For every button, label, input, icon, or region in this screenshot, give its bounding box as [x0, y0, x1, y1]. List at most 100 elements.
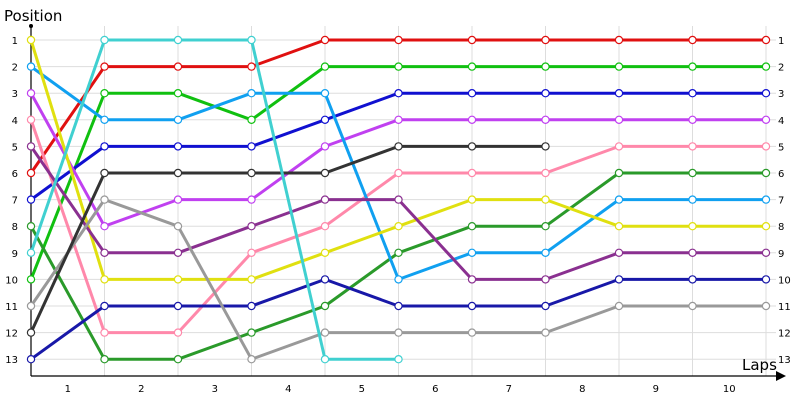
- data-point: [394, 328, 403, 337]
- data-point: [26, 88, 36, 98]
- data-point: [394, 62, 403, 71]
- series-5: [26, 115, 771, 337]
- data-point: [541, 221, 550, 231]
- data-point: [467, 301, 477, 311]
- series-2: [26, 62, 771, 284]
- data-point: [247, 35, 256, 45]
- right-position-label: 10: [778, 275, 791, 286]
- data-point: [541, 88, 550, 98]
- data-point: [761, 35, 771, 45]
- y-tick-label: 10: [5, 275, 18, 286]
- x-tick-labels: 1 2 3 4 5 6 7 8 9 10: [65, 384, 736, 395]
- data-point: [614, 62, 624, 71]
- data-point: [614, 221, 624, 231]
- y-tick-label: 4: [12, 116, 18, 127]
- right-position-label: 11: [778, 302, 791, 313]
- data-point: [247, 248, 256, 257]
- x-tick-label: 9: [653, 384, 659, 395]
- series-6: [26, 168, 771, 364]
- data-point: [688, 62, 697, 71]
- data-point: [173, 142, 183, 151]
- data-point: [173, 168, 183, 178]
- data-point: [541, 275, 550, 284]
- data-point: [614, 275, 624, 284]
- data-point: [247, 301, 256, 311]
- data-point: [173, 248, 183, 257]
- data-point: [26, 248, 36, 257]
- data-point: [320, 168, 330, 178]
- x-axis-arrow-icon: [776, 371, 786, 381]
- data-point: [467, 168, 477, 178]
- data-point: [688, 168, 697, 178]
- y-tick-label: 11: [5, 302, 18, 313]
- data-point: [320, 221, 330, 231]
- data-point: [173, 355, 183, 364]
- data-point: [100, 115, 109, 125]
- series-group: [26, 35, 771, 364]
- data-point: [173, 275, 183, 284]
- data-point: [394, 275, 403, 284]
- data-point: [100, 328, 109, 337]
- data-point: [761, 168, 771, 178]
- data-point: [394, 35, 403, 45]
- right-position-label: 1: [778, 36, 784, 47]
- data-point: [688, 221, 697, 231]
- data-point: [761, 195, 771, 204]
- data-point: [173, 195, 183, 204]
- data-point: [688, 35, 697, 45]
- x-tick-label: 2: [138, 384, 144, 395]
- data-point: [100, 168, 109, 178]
- data-point: [394, 248, 403, 257]
- data-point: [26, 35, 36, 45]
- data-point: [173, 62, 183, 71]
- data-point: [467, 328, 477, 337]
- data-point: [467, 221, 477, 231]
- data-point: [394, 301, 403, 311]
- data-point: [26, 355, 36, 364]
- data-point: [467, 62, 477, 71]
- series-7: [26, 62, 771, 284]
- right-position-label: 7: [778, 196, 784, 207]
- data-point: [100, 62, 109, 71]
- series-8: [26, 35, 771, 284]
- data-point: [614, 195, 624, 204]
- data-point: [614, 35, 624, 45]
- x-tick-label: 8: [579, 384, 585, 395]
- data-point: [394, 168, 403, 178]
- data-point: [614, 142, 624, 151]
- data-point: [320, 328, 330, 337]
- y-axis-title: Position: [4, 7, 62, 25]
- data-point: [394, 88, 403, 98]
- data-point: [26, 62, 36, 71]
- data-point: [320, 195, 330, 204]
- data-point: [320, 35, 330, 45]
- data-point: [541, 62, 550, 71]
- series-line: [29, 38, 400, 361]
- y-tick-label: 12: [5, 329, 18, 340]
- data-point: [173, 115, 183, 125]
- data-point: [688, 88, 697, 98]
- data-point: [761, 301, 771, 311]
- data-point: [614, 115, 624, 125]
- data-point: [761, 275, 771, 284]
- data-point: [467, 195, 477, 204]
- data-point: [394, 142, 403, 151]
- data-point: [26, 328, 36, 337]
- data-point: [541, 195, 550, 204]
- data-point: [320, 275, 330, 284]
- data-point: [247, 355, 256, 364]
- series-11: [26, 195, 771, 364]
- data-point: [614, 168, 624, 178]
- data-point: [100, 355, 109, 364]
- y-tick-label: 5: [12, 142, 18, 153]
- right-position-label: 5: [778, 142, 784, 153]
- x-tick-label: 10: [723, 384, 736, 395]
- y-tick-label: 1: [12, 36, 18, 47]
- data-point: [100, 88, 109, 98]
- data-point: [26, 195, 36, 204]
- data-point: [247, 115, 256, 125]
- x-tick-label: 1: [65, 384, 71, 395]
- right-position-label: 2: [778, 63, 784, 74]
- data-point: [467, 275, 477, 284]
